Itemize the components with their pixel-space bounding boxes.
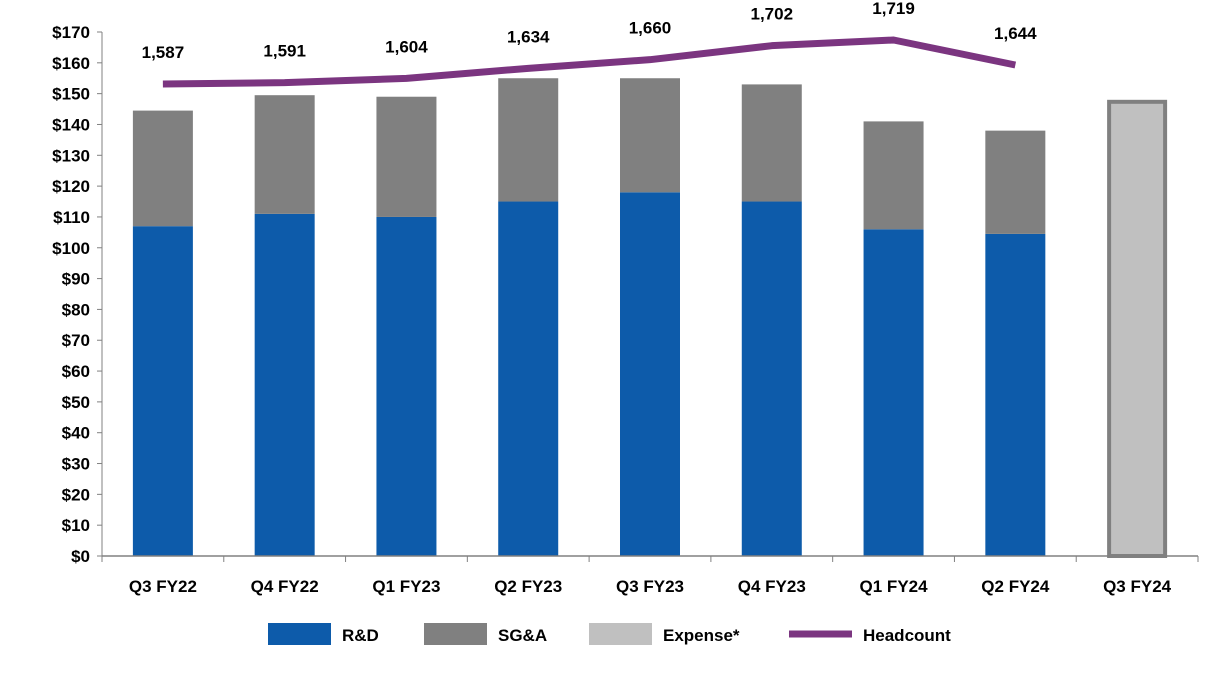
legend-swatch: [424, 623, 487, 645]
x-tick-label: Q3 FY23: [616, 577, 684, 596]
legend-swatch: [268, 623, 331, 645]
legend-label: Headcount: [863, 626, 951, 645]
headcount-data-label: 1,634: [507, 27, 550, 46]
x-tick-label: Q3 FY24: [1103, 577, 1172, 596]
bar-sg-a: [864, 121, 924, 229]
legend-label: R&D: [342, 626, 379, 645]
y-tick-label: $170: [52, 23, 90, 42]
headcount-data-label: 1,587: [142, 43, 185, 62]
y-tick-label: $20: [62, 485, 90, 504]
bar-r-d: [620, 192, 680, 556]
headcount-data-label: 1,644: [994, 24, 1037, 43]
y-tick-label: $120: [52, 177, 90, 196]
y-tick-label: $70: [62, 331, 90, 350]
y-tick-label: $140: [52, 115, 90, 134]
y-tick-label: $80: [62, 300, 90, 319]
legend-label: Expense*: [663, 626, 740, 645]
bar-sg-a: [498, 78, 558, 201]
y-tick-label: $160: [52, 54, 90, 73]
headcount-data-label: 1,719: [872, 0, 915, 18]
y-tick-label: $10: [62, 516, 90, 535]
bar-sg-a: [742, 84, 802, 201]
bar-expense-: [1109, 102, 1165, 556]
y-tick-label: $90: [62, 270, 90, 289]
headcount-data-label: 1,660: [629, 19, 672, 38]
bar-r-d: [864, 229, 924, 556]
y-tick-label: $50: [62, 393, 90, 412]
x-tick-label: Q1 FY23: [372, 577, 440, 596]
bar-sg-a: [985, 131, 1045, 234]
y-tick-label: $30: [62, 455, 90, 474]
bar-sg-a: [133, 111, 193, 227]
bar-r-d: [133, 226, 193, 556]
bar-r-d: [742, 202, 802, 556]
y-tick-label: $110: [53, 208, 90, 227]
bar-r-d: [255, 214, 315, 556]
y-tick-label: $130: [52, 146, 90, 165]
x-tick-label: Q4 FY22: [251, 577, 319, 596]
y-tick-label: $100: [52, 239, 90, 258]
y-tick-label: $0: [71, 547, 90, 566]
x-tick-label: Q4 FY23: [738, 577, 806, 596]
legend-label: SG&A: [498, 626, 547, 645]
bar-sg-a: [255, 95, 315, 214]
headcount-data-label: 1,702: [751, 5, 794, 24]
bar-r-d: [376, 217, 436, 556]
x-tick-label: Q2 FY23: [494, 577, 562, 596]
headcount-data-label: 1,604: [385, 37, 428, 56]
y-tick-label: $150: [52, 85, 90, 104]
bar-sg-a: [620, 78, 680, 192]
legend-swatch: [589, 623, 652, 645]
y-tick-label: $40: [62, 424, 90, 443]
bar-sg-a: [376, 97, 436, 217]
y-tick-label: $60: [62, 362, 90, 381]
x-tick-label: Q3 FY22: [129, 577, 197, 596]
bar-r-d: [985, 234, 1045, 556]
x-tick-label: Q2 FY24: [981, 577, 1050, 596]
bar-r-d: [498, 202, 558, 556]
headcount-data-label: 1,591: [263, 42, 306, 61]
x-tick-label: Q1 FY24: [860, 577, 929, 596]
